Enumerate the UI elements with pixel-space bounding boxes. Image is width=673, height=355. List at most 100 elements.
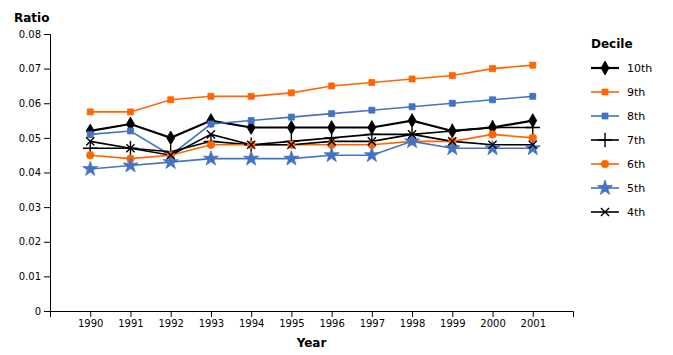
point — [248, 118, 254, 124]
tick: 1999 — [440, 311, 465, 329]
point — [488, 141, 496, 149]
legend-marker — [601, 160, 609, 168]
point — [445, 140, 460, 154]
series-points — [86, 130, 537, 159]
tick-label: 0.05 — [19, 133, 41, 144]
tick-mark — [44, 276, 50, 277]
tick-mark — [372, 311, 373, 317]
legend-marker — [602, 113, 608, 119]
legend-item: 4th — [591, 206, 645, 219]
tick-label: 2001 — [521, 318, 546, 329]
tick-label: 1997 — [360, 318, 385, 329]
x-axis: 1990199119921993199419951996199719981999… — [51, 311, 574, 329]
point — [288, 114, 294, 120]
tick-label: 0.07 — [19, 63, 41, 74]
legend-item: 7th — [591, 133, 645, 147]
point — [87, 109, 93, 115]
point — [126, 144, 134, 152]
point — [368, 137, 376, 145]
point — [328, 137, 336, 145]
tick: 1994 — [239, 311, 264, 329]
point — [329, 83, 335, 89]
tick-label: 1994 — [239, 318, 264, 329]
tick-label: 0.06 — [19, 98, 41, 109]
plot-root: 1990199119921993199419951996199719981999… — [19, 29, 574, 329]
legend: Decile 10th 9th 8th 7th 6th 5th 4th — [591, 37, 652, 219]
point — [168, 97, 174, 103]
point — [526, 120, 540, 134]
tick-mark — [211, 311, 212, 317]
tick-mark — [493, 311, 494, 317]
legend-item: 8th — [591, 110, 645, 123]
tick-mark — [44, 207, 50, 208]
point — [364, 147, 379, 161]
point — [284, 134, 298, 148]
x-axis-title: Year — [296, 336, 327, 350]
point — [284, 151, 299, 165]
tick-mark — [44, 34, 50, 35]
tick: 1998 — [400, 311, 425, 329]
tick: 1997 — [360, 311, 385, 329]
series-points — [87, 93, 536, 158]
legend-title: Decile — [591, 37, 633, 51]
point — [83, 161, 98, 175]
tick: 0.06 — [19, 98, 50, 109]
legend-label: 9th — [627, 86, 645, 99]
tick-label: 1992 — [158, 318, 183, 329]
point — [329, 111, 335, 117]
point — [204, 134, 218, 148]
tick-label: 2000 — [480, 318, 505, 329]
tick-label: 0.02 — [19, 236, 41, 247]
tick-label: 1995 — [279, 318, 304, 329]
legend-marker — [602, 89, 608, 95]
point — [365, 127, 379, 141]
tick: 1991 — [118, 311, 143, 329]
tick-mark — [251, 311, 252, 317]
point — [490, 66, 496, 72]
series-line — [90, 96, 533, 155]
point — [86, 151, 94, 159]
marks — [83, 62, 541, 175]
tick: 0.07 — [19, 63, 50, 74]
point — [123, 158, 138, 172]
legend-label: 5th — [627, 182, 645, 195]
point — [127, 109, 133, 115]
tick: 0.02 — [19, 236, 50, 247]
tick: 2001 — [521, 311, 546, 329]
point — [207, 130, 215, 138]
tick: 0.01 — [19, 271, 50, 282]
point — [408, 114, 416, 128]
legend-label: 10th — [627, 62, 652, 75]
legend-item: 6th — [591, 158, 645, 171]
series-line — [90, 134, 533, 158]
point — [287, 141, 295, 149]
legend-marker — [601, 61, 609, 75]
point — [445, 124, 459, 138]
series-points — [83, 133, 541, 175]
tick-mark — [44, 311, 50, 312]
point — [287, 121, 295, 135]
point — [167, 151, 175, 159]
tick-mark — [171, 311, 172, 317]
point — [247, 141, 255, 149]
tick-label: 0.03 — [19, 202, 41, 213]
tick: 0.03 — [19, 202, 50, 213]
tick-mark — [533, 311, 534, 317]
series-points — [87, 62, 536, 115]
tick-mark — [332, 311, 333, 317]
point — [167, 131, 175, 145]
point — [123, 141, 137, 155]
legend-label: 6th — [627, 158, 645, 171]
point — [409, 104, 415, 110]
tick: 1993 — [199, 311, 224, 329]
point — [244, 151, 259, 165]
point — [485, 140, 500, 154]
point — [288, 141, 296, 149]
tick-mark — [90, 311, 91, 317]
tick-label: 0.08 — [19, 29, 41, 40]
point — [449, 100, 455, 106]
tick-mark — [452, 311, 453, 317]
tick-mark — [44, 69, 50, 70]
legend-label: 4th — [627, 206, 645, 219]
point — [449, 73, 455, 79]
